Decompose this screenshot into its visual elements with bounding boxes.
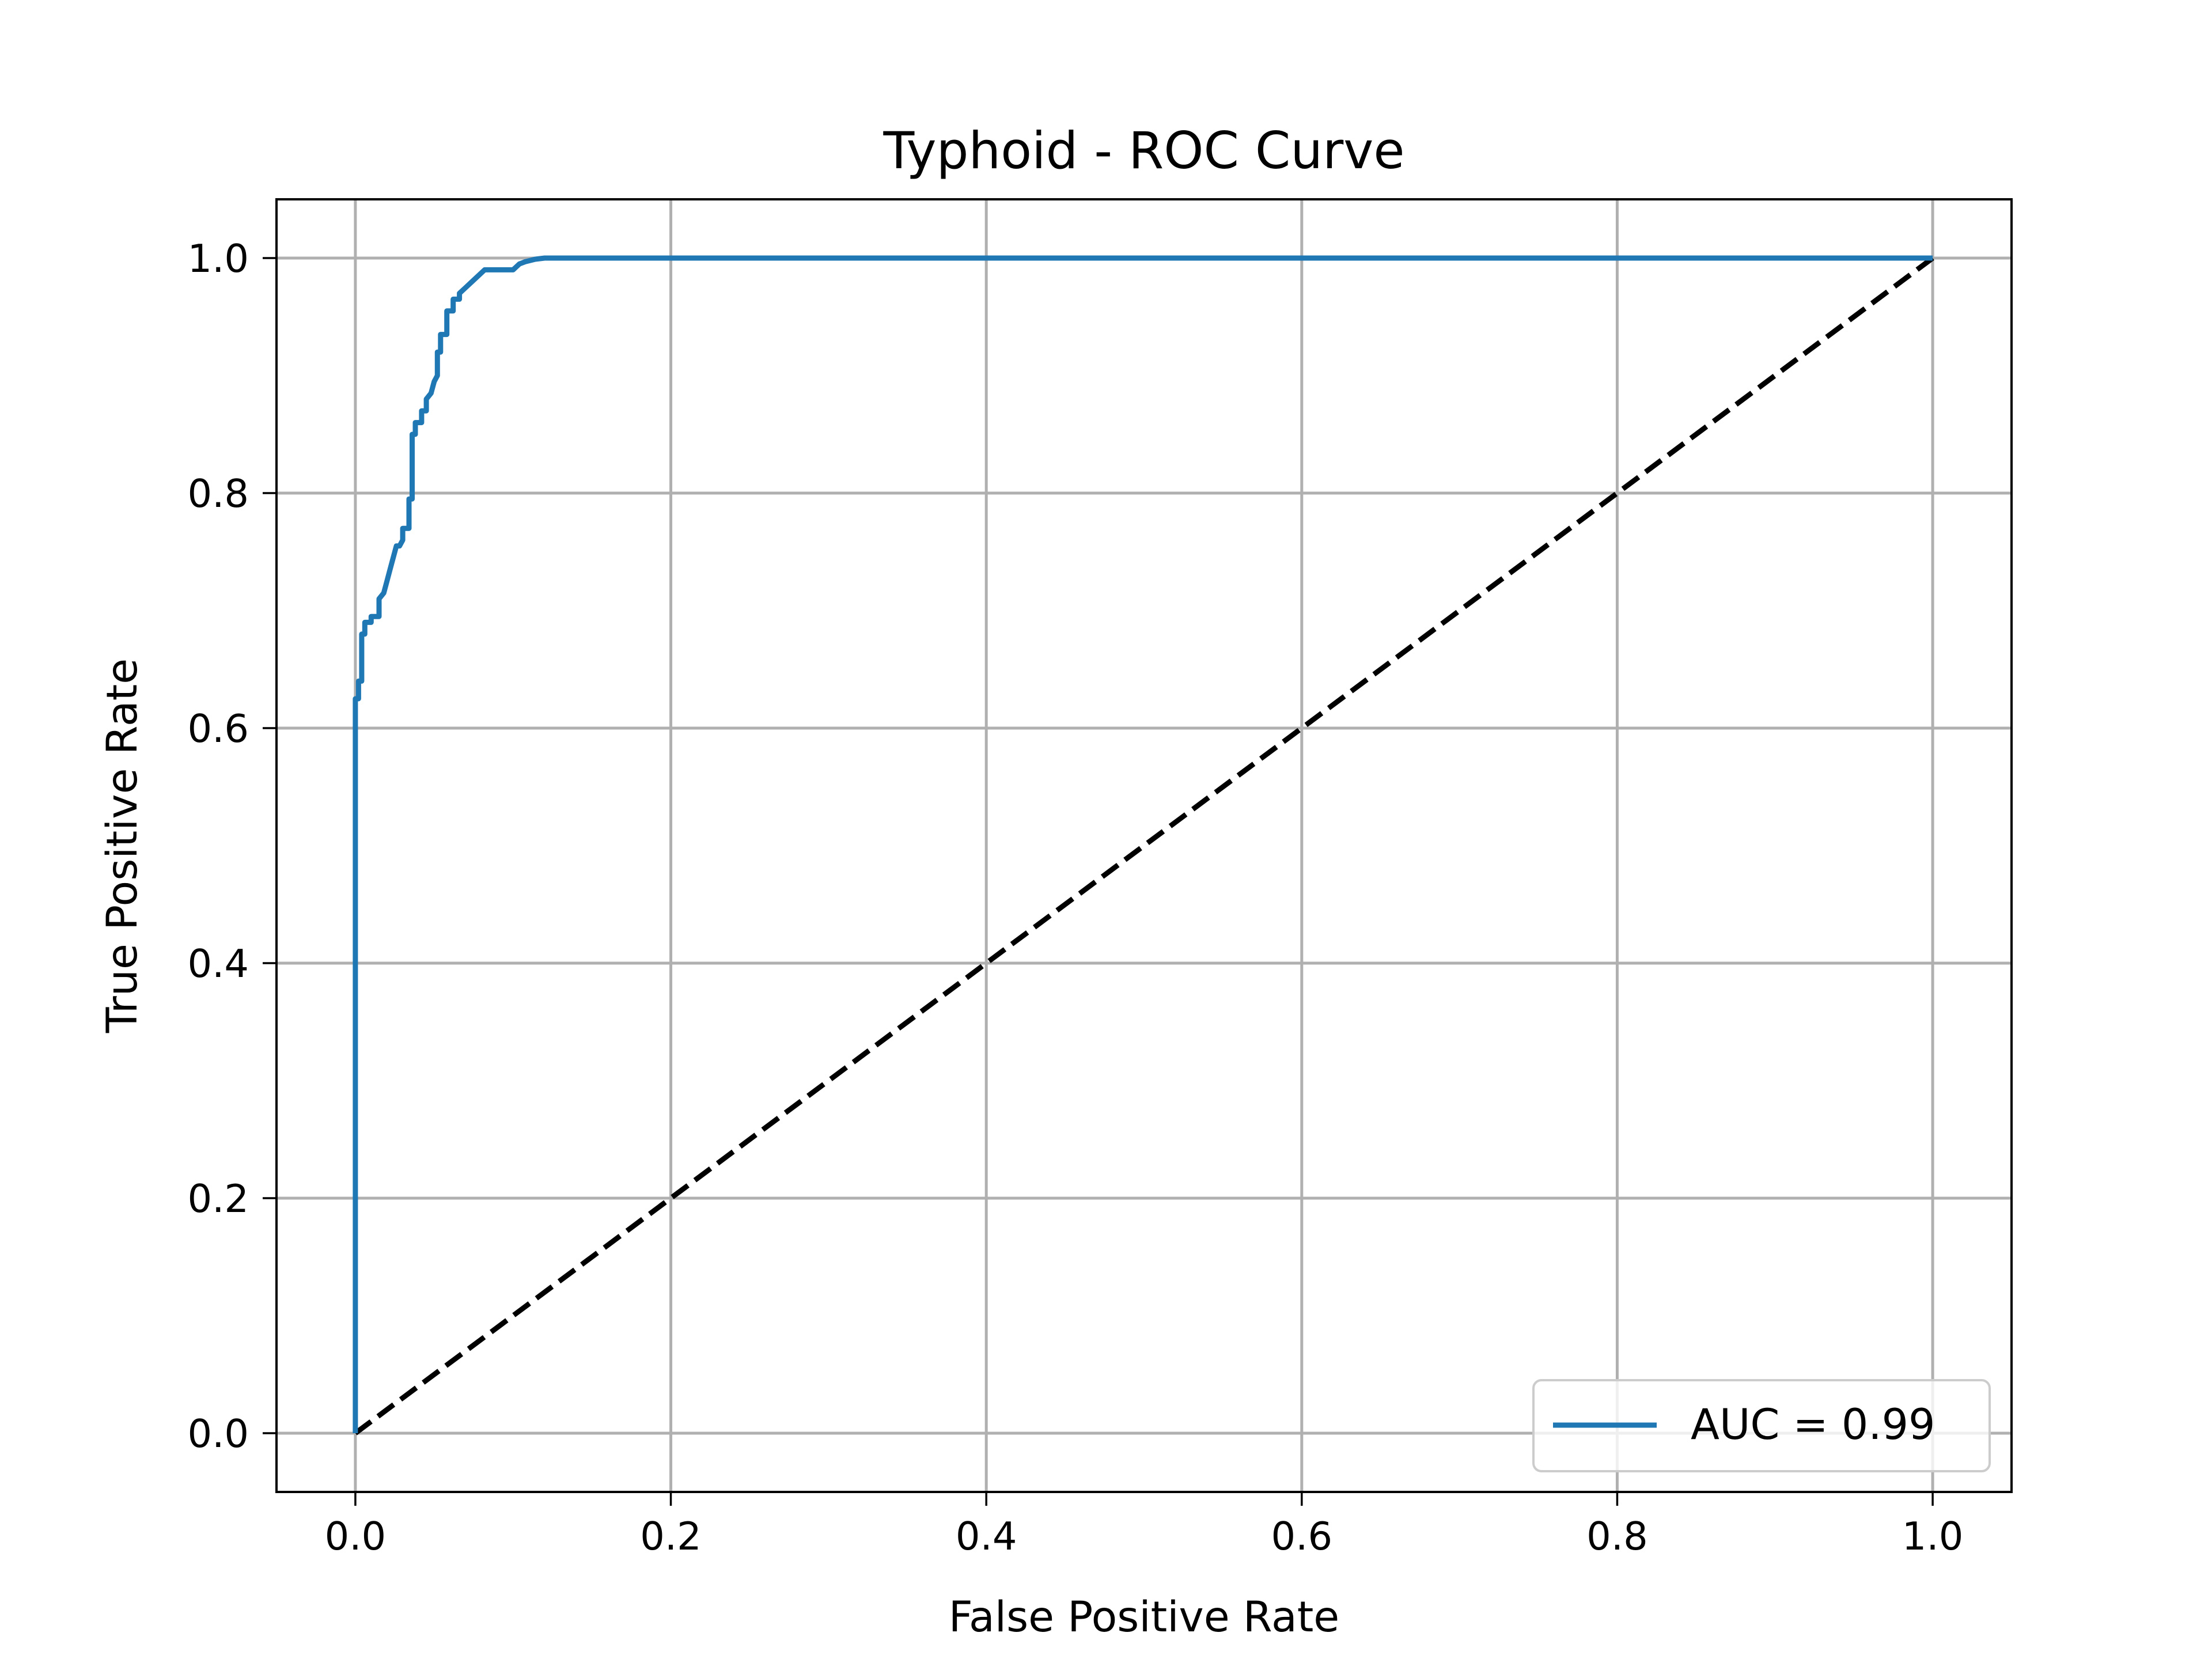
y-tick-label: 1.0 [187,236,249,281]
y-axis-ticks: 0.0 0.2 0.4 0.6 0.8 1.0 [187,236,276,1456]
x-tick-label: 0.8 [1586,1514,1648,1559]
x-axis-label: False Positive Rate [949,1593,1339,1642]
x-axis-ticks: 0.0 0.2 0.4 0.6 0.8 1.0 [325,1492,1964,1559]
chart-title: Typhoid - ROC Curve [882,121,1404,180]
legend: AUC = 0.99 [1532,1379,1991,1472]
grid [276,199,2012,1492]
chance-diagonal-line [354,256,1934,1435]
y-tick-label: 0.8 [187,471,249,516]
x-tick-label: 0.6 [1271,1514,1333,1559]
series-layer [353,255,1934,1435]
roc-curve-line [353,255,1933,1433]
y-tick-label: 0.0 [187,1411,249,1456]
y-tick-label: 0.4 [187,941,249,986]
plot-frame [275,198,2013,1493]
x-tick-label: 1.0 [1902,1514,1964,1559]
y-tick-label: 0.6 [187,706,249,751]
y-axis-label: True Positive Rate [98,658,147,1033]
x-tick-label: 0.2 [640,1514,702,1559]
legend-box [1532,1379,1991,1472]
x-tick-label: 0.0 [325,1514,387,1559]
legend-label-auc: AUC = 0.99 [1691,1400,1935,1449]
x-tick-label: 0.4 [956,1514,1017,1559]
y-tick-label: 0.2 [187,1176,249,1221]
